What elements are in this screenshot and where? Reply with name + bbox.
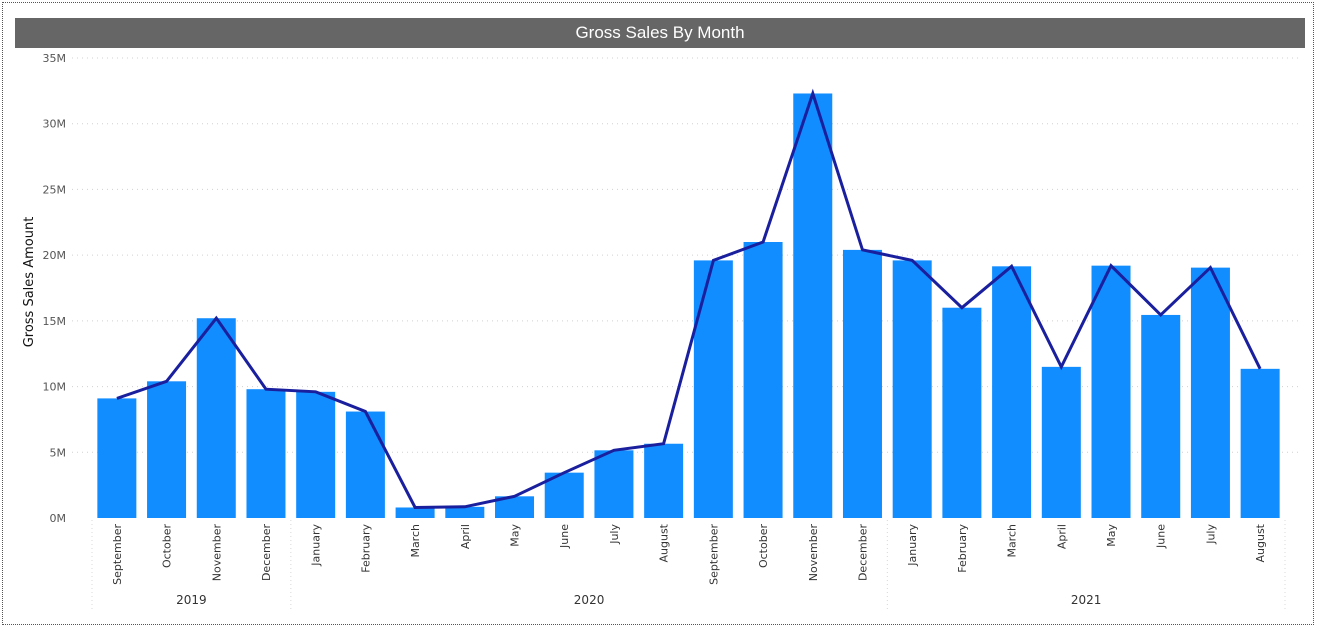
x-tick-label: March — [1006, 524, 1019, 558]
y-tick-label: 5M — [50, 446, 67, 459]
bar — [296, 391, 336, 518]
bar — [1190, 267, 1230, 518]
x-tick-label: September — [111, 524, 124, 585]
bar — [196, 318, 236, 518]
x-tick-label: September — [707, 524, 720, 585]
bar — [246, 389, 286, 518]
x-tick-label: June — [1155, 524, 1168, 549]
x-tick-label: July — [608, 524, 621, 545]
x-tick-label: December — [260, 524, 273, 582]
x-tick-label: August — [658, 523, 671, 562]
bar — [644, 443, 684, 518]
chart-title: Gross Sales By Month — [15, 18, 1305, 48]
y-tick-label: 20M — [43, 249, 67, 262]
x-tick-label: July — [1204, 524, 1217, 545]
x-tick-label: November — [210, 524, 223, 582]
bar — [594, 450, 634, 518]
series-line — [116, 88, 1262, 510]
bar — [942, 307, 982, 518]
x-tick-label: January — [310, 524, 323, 567]
x-tick-label: December — [856, 524, 869, 582]
x-tick-label: November — [807, 524, 820, 582]
y-tick-label: 0M — [50, 512, 67, 525]
bar — [992, 266, 1032, 518]
bar — [395, 507, 435, 518]
bar — [97, 398, 137, 518]
year-label: 2021 — [1071, 593, 1102, 607]
bar — [842, 249, 882, 518]
bar — [743, 242, 783, 518]
year-label: 2019 — [176, 593, 207, 607]
bar — [1240, 368, 1280, 518]
x-tick-label: October — [161, 524, 174, 568]
bar — [1091, 265, 1131, 518]
bar — [147, 381, 187, 518]
y-tick-label: 35M — [43, 52, 67, 65]
y-tick-label: 15M — [43, 315, 67, 328]
y-tick-label: 25M — [43, 183, 67, 196]
bar — [345, 411, 385, 518]
x-tick-label: June — [558, 524, 571, 549]
bar — [1141, 314, 1181, 518]
x-tick-label: April — [459, 524, 472, 549]
y-axis-title: Gross Sales Amount — [22, 217, 37, 348]
x-tick-label: May — [509, 524, 522, 547]
x-tick-label: February — [956, 524, 969, 573]
x-tick-label: May — [1105, 524, 1118, 547]
x-tick-label: March — [409, 524, 422, 558]
x-tick-label: January — [906, 524, 919, 567]
bar — [793, 93, 833, 518]
bar — [495, 496, 535, 518]
bar — [445, 506, 485, 518]
x-tick-label: February — [359, 524, 372, 573]
bar — [693, 260, 733, 518]
x-tick-label: August — [1254, 523, 1267, 562]
bar — [1041, 366, 1081, 518]
x-tick-label: April — [1055, 524, 1068, 549]
year-label: 2020 — [574, 593, 605, 607]
x-tick-label: October — [757, 524, 770, 568]
y-tick-label: 10M — [43, 381, 67, 394]
y-tick-label: 30M — [43, 118, 67, 131]
bar — [892, 260, 932, 518]
